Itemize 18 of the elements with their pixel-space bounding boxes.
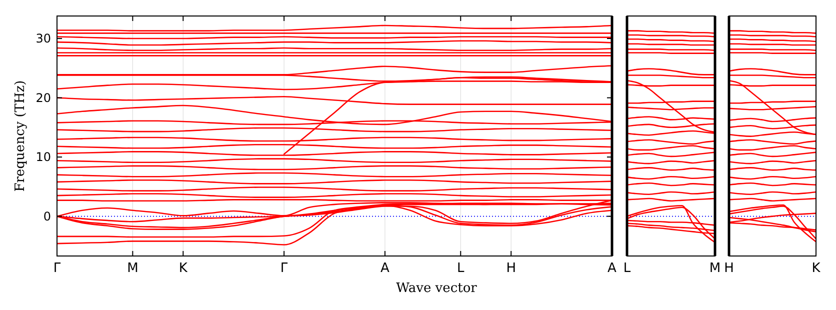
y-tick-label: 10 [36, 150, 51, 164]
x-tick-label: M [127, 261, 138, 276]
x-tick-label: K [812, 261, 821, 276]
x-tick-label: K [178, 261, 188, 276]
x-tick-label: H [506, 261, 516, 276]
x-tick-label: L [623, 261, 632, 276]
x-tick-label: M [709, 261, 721, 276]
x-axis-title: Wave vector [396, 281, 478, 296]
x-tick-label: H [724, 261, 734, 276]
y-axis-title: Frequency (THz) [13, 80, 28, 192]
x-tick-label: A [380, 261, 390, 276]
x-tick-label: L [457, 261, 466, 276]
x-tick-label: Γ [53, 261, 62, 276]
x-tick-label: Γ [280, 261, 288, 276]
x-tick-label: A [608, 261, 617, 276]
y-tick-label: 0 [43, 209, 51, 224]
y-tick-label: 20 [36, 90, 51, 105]
y-tick-label: 30 [36, 32, 51, 46]
